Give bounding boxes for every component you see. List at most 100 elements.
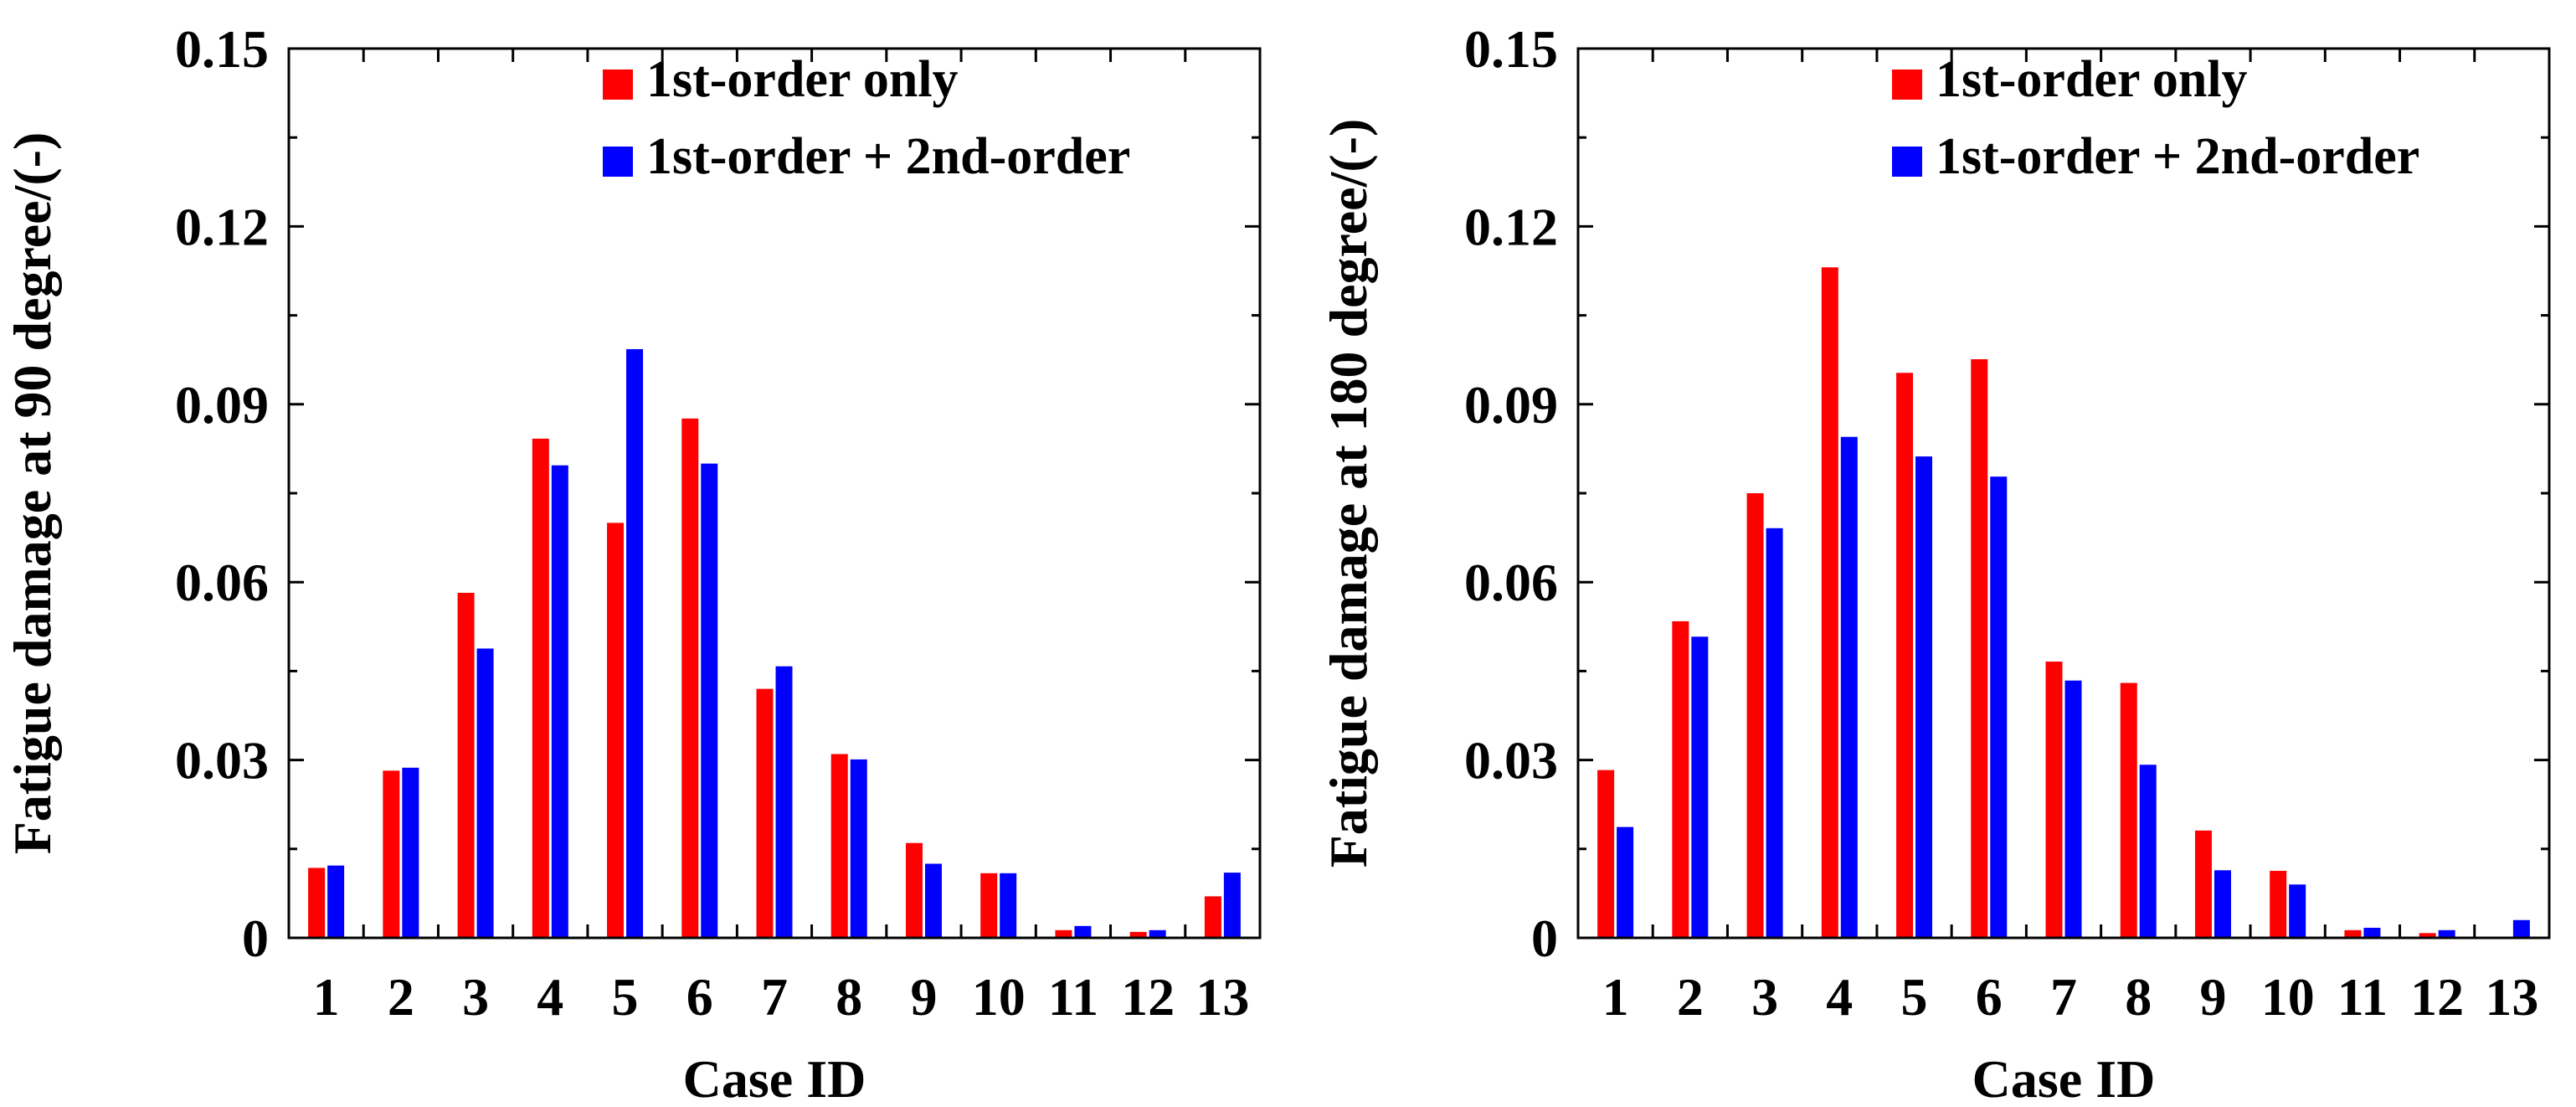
legend: 1st-order only 1st-order + 2nd-order (603, 51, 1130, 185)
y-axis-title: Fatigue damage at 90 degree/(-) (3, 132, 62, 855)
x-tick-label: 11 (2337, 967, 2388, 1027)
bar-first-order-case-11 (2344, 929, 2362, 938)
x-tick-label: 6 (686, 967, 713, 1027)
bar-first-plus-second-order-case-9 (924, 863, 942, 938)
legend-label: 1st-order + 2nd-order (1936, 128, 2419, 185)
bar-first-plus-second-order-case-5 (626, 348, 644, 938)
y-tick-label: 0.09 (1464, 375, 1558, 435)
bar-first-plus-second-order-case-7 (2064, 680, 2082, 938)
y-tick-label: 0 (1531, 909, 1558, 968)
y-tick-label: 0.06 (175, 553, 269, 612)
chart-90-degree: 00.030.060.090.120.151 2 3 4 5 6 7 8 9 10 11 12 13Ca… (3, 19, 1262, 1107)
y-tick-label: 0.09 (175, 375, 269, 435)
y-tick-label: 0.15 (175, 19, 269, 79)
bar-first-plus-second-order-case-12 (2438, 929, 2455, 938)
bar-first-order-case-3 (1746, 493, 1764, 938)
bar-first-order-case-4 (1821, 267, 1838, 938)
x-tick-label: 3 (1751, 967, 1778, 1027)
bar-first-plus-second-order-case-8 (850, 759, 867, 938)
bar-first-plus-second-order-case-10 (1000, 873, 1017, 938)
y-tick-label: 0.12 (1464, 197, 1558, 256)
bar-first-plus-second-order-case-3 (1766, 528, 1783, 938)
bar-first-plus-second-order-case-7 (775, 666, 793, 938)
legend-swatch (603, 147, 633, 177)
x-tick-label: 12 (1121, 967, 1175, 1027)
x-tick-label: 12 (2410, 967, 2464, 1027)
x-tick-label: 7 (761, 967, 788, 1027)
y-tick-label: 0 (242, 909, 269, 968)
bar-first-plus-second-order-case-8 (2139, 765, 2157, 938)
legend-label: 1st-order + 2nd-order (646, 128, 1130, 185)
bar-first-order-case-5 (607, 523, 625, 938)
bar-first-plus-second-order-case-10 (2289, 884, 2306, 938)
x-axis-title: Case ID (1972, 1049, 2156, 1107)
bar-first-plus-second-order-case-4 (1840, 436, 1858, 938)
bar-first-order-case-9 (905, 842, 923, 938)
y-tick-label: 0.12 (175, 197, 269, 256)
bar-first-order-case-8 (2120, 682, 2137, 938)
x-tick-label: 7 (2050, 967, 2077, 1027)
y-tick-label: 0.03 (1464, 731, 1558, 790)
bar-first-order-case-8 (830, 754, 848, 938)
bar-first-plus-second-order-case-13 (2512, 919, 2530, 938)
bar-first-plus-second-order-case-12 (1149, 929, 1166, 938)
bar-first-order-case-1 (308, 868, 326, 938)
bar-first-plus-second-order-case-13 (1223, 873, 1241, 938)
x-tick-label: 1 (313, 967, 340, 1027)
bar-first-order-case-4 (532, 438, 549, 938)
bar-first-plus-second-order-case-1 (327, 865, 345, 938)
bar-first-order-case-6 (681, 418, 699, 938)
x-axis-title: Case ID (683, 1049, 866, 1107)
bar-first-order-case-2 (1672, 620, 1689, 938)
bar-first-plus-second-order-case-2 (402, 767, 419, 938)
bar-first-plus-second-order-case-11 (2363, 927, 2381, 938)
x-tick-label: 8 (2125, 967, 2152, 1027)
x-tick-label: 10 (2261, 967, 2315, 1027)
bar-first-order-case-2 (383, 770, 400, 938)
bar-first-plus-second-order-case-4 (551, 465, 568, 938)
bar-first-plus-second-order-case-3 (476, 648, 494, 938)
bar-first-order-case-5 (1896, 373, 1914, 938)
legend-swatch (1892, 70, 1922, 100)
x-tick-label: 11 (1048, 967, 1098, 1027)
legend-label: 1st-order only (646, 51, 959, 108)
bar-first-order-case-10 (980, 873, 998, 938)
y-axis-title: Fatigue damage at 180 degree/(-) (1319, 119, 1378, 868)
y-tick-label: 0.15 (1464, 19, 1558, 79)
bar-first-order-case-12 (1129, 931, 1147, 938)
x-tick-label: 13 (1195, 967, 1249, 1027)
bar-first-plus-second-order-case-6 (1990, 476, 2008, 938)
bar-first-order-case-12 (2419, 933, 2436, 938)
x-tick-label: 2 (388, 967, 414, 1027)
bar-first-plus-second-order-case-11 (1074, 925, 1092, 938)
x-tick-label: 2 (1677, 967, 1704, 1027)
x-tick-label: 5 (612, 967, 639, 1027)
x-tick-label: 4 (537, 967, 563, 1027)
bar-first-order-case-13 (1204, 896, 1221, 938)
x-tick-label: 13 (2485, 967, 2538, 1027)
bar-first-plus-second-order-case-1 (1617, 826, 1634, 938)
x-tick-label: 6 (1976, 967, 2003, 1027)
x-tick-label: 8 (836, 967, 862, 1027)
bar-first-order-case-11 (1055, 929, 1072, 938)
bar-first-order-case-1 (1597, 770, 1615, 938)
bar-first-plus-second-order-case-9 (2214, 870, 2231, 938)
x-tick-label: 3 (462, 967, 489, 1027)
legend-swatch (603, 70, 633, 100)
x-tick-label: 4 (1826, 967, 1853, 1027)
legend: 1st-order only 1st-order + 2nd-order (1892, 51, 2419, 185)
y-tick-label: 0.06 (1464, 553, 1558, 612)
bar-first-order-case-10 (2270, 870, 2287, 938)
chart-180-degree: 00.030.060.090.120.151 2 3 4 5 6 7 8 9 10 11 12 13Ca… (1319, 19, 2551, 1107)
bar-first-order-case-7 (756, 688, 774, 938)
legend-label: 1st-order only (1936, 51, 2248, 108)
y-tick-label: 0.03 (175, 731, 269, 790)
bar-first-plus-second-order-case-6 (701, 463, 718, 938)
x-tick-label: 9 (910, 967, 937, 1027)
x-tick-label: 10 (972, 967, 1026, 1027)
bar-first-order-case-6 (1971, 358, 1988, 938)
bar-first-plus-second-order-case-5 (1915, 456, 1933, 938)
bar-first-order-case-7 (2045, 662, 2063, 938)
bar-first-plus-second-order-case-2 (1691, 636, 1709, 938)
